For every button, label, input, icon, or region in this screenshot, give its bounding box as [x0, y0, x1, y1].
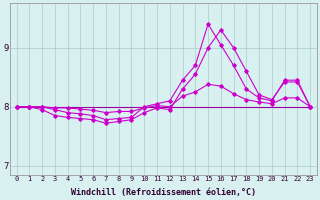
X-axis label: Windchill (Refroidissement éolien,°C): Windchill (Refroidissement éolien,°C) [71, 188, 256, 197]
